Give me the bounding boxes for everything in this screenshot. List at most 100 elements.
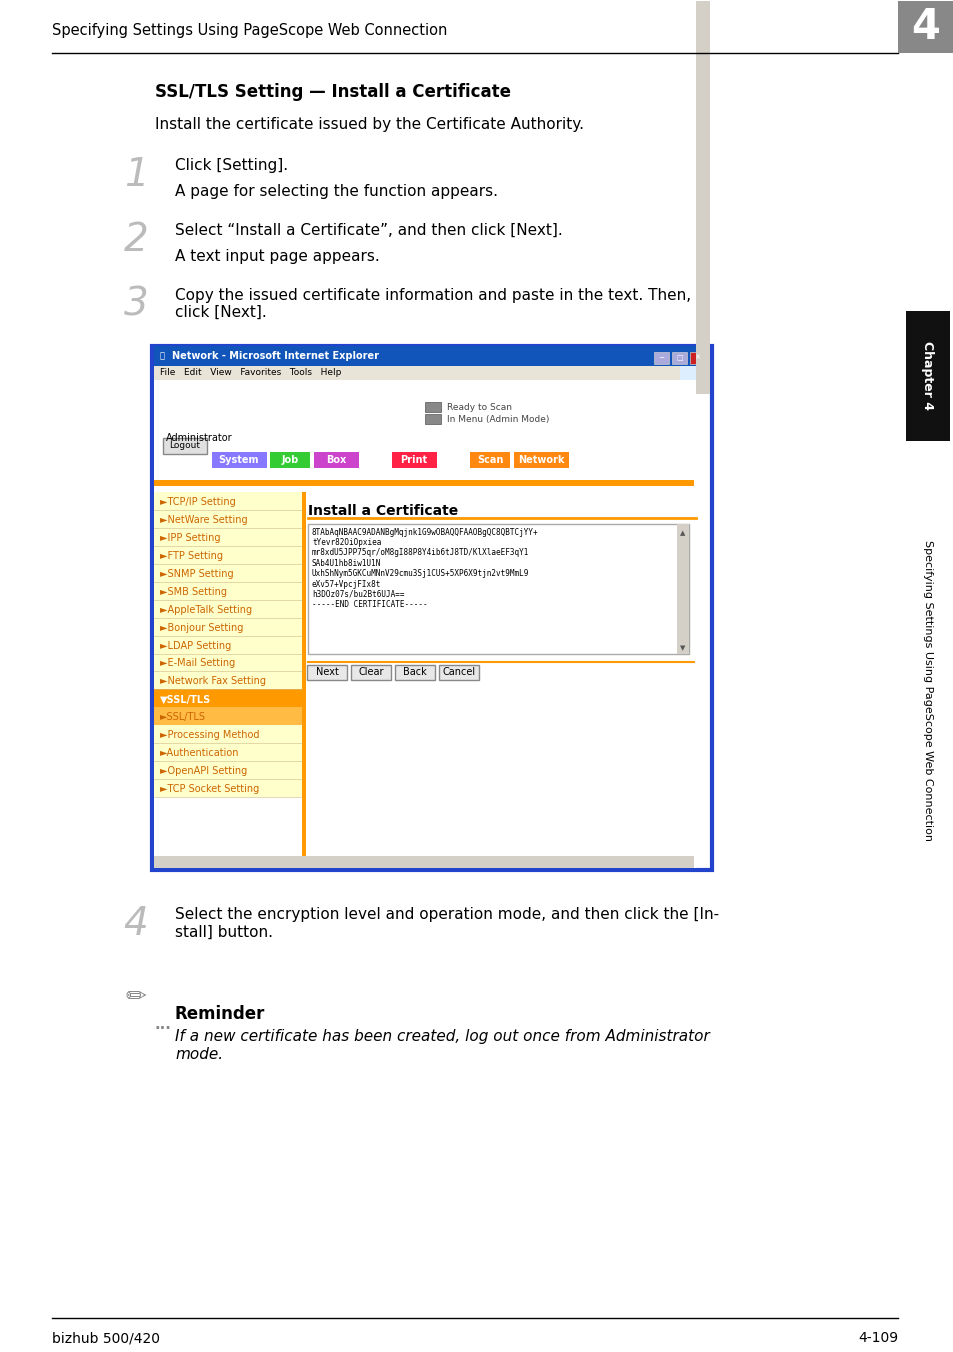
Bar <box>153 726 302 744</box>
Text: ─: ─ <box>659 354 663 361</box>
Bar <box>153 635 302 653</box>
Bar <box>153 690 302 707</box>
Text: ►Processing Method: ►Processing Method <box>160 730 259 741</box>
Text: ▼: ▼ <box>679 645 685 652</box>
Text: Specifying Settings Using PageScope Web Connection: Specifying Settings Using PageScope Web … <box>52 23 447 38</box>
Bar <box>270 452 310 468</box>
Text: A page for selecting the function appears.: A page for selecting the function appear… <box>174 184 497 199</box>
Text: ►TCP/IP Setting: ►TCP/IP Setting <box>160 496 235 507</box>
Text: 3: 3 <box>124 285 149 323</box>
Text: 4: 4 <box>124 906 149 944</box>
Text: ►Authentication: ►Authentication <box>160 749 239 758</box>
Text: ✕: ✕ <box>694 354 700 361</box>
Text: ►Bonjour Setting: ►Bonjour Setting <box>160 622 243 633</box>
Bar <box>153 380 696 868</box>
Text: Select the encryption level and operation mode, and then click the [In-
stall] b: Select the encryption level and operatio… <box>174 907 719 940</box>
Bar <box>689 352 704 364</box>
FancyBboxPatch shape <box>395 665 435 680</box>
Text: Job: Job <box>281 454 298 465</box>
Text: Specifying Settings Using PageScope Web Connection: Specifying Settings Using PageScope Web … <box>923 539 932 841</box>
Text: Next: Next <box>315 668 338 677</box>
Text: 1: 1 <box>124 155 149 193</box>
Text: ...: ... <box>154 1017 172 1032</box>
Text: ►SMB Setting: ►SMB Setting <box>160 587 227 596</box>
Bar <box>152 346 711 871</box>
Text: 🌐: 🌐 <box>160 352 165 360</box>
Text: ►OpenAPI Setting: ►OpenAPI Setting <box>160 767 247 776</box>
Text: Administrator: Administrator <box>166 433 233 442</box>
Text: ►Network Fax Setting: ►Network Fax Setting <box>160 676 266 687</box>
Text: A text input page appears.: A text input page appears. <box>174 249 379 264</box>
Bar <box>153 480 693 485</box>
Bar <box>153 672 302 690</box>
FancyBboxPatch shape <box>163 438 207 454</box>
Bar <box>153 707 302 726</box>
Text: Box: Box <box>326 454 346 465</box>
Text: If a new certificate has been created, log out once from Administrator
mode.: If a new certificate has been created, l… <box>174 1029 709 1061</box>
Bar <box>302 492 306 868</box>
Bar <box>153 365 709 380</box>
Text: In Menu (Admin Mode): In Menu (Admin Mode) <box>447 415 549 425</box>
Bar <box>153 510 302 527</box>
Text: Copy the issued certificate information and paste in the text. Then,
click [Next: Copy the issued certificate information … <box>174 288 690 320</box>
Bar <box>153 761 302 779</box>
Text: ►IPP Setting: ►IPP Setting <box>160 533 220 542</box>
Text: Clear: Clear <box>358 668 383 677</box>
Bar <box>654 352 668 364</box>
Bar <box>153 744 302 761</box>
Bar <box>308 523 688 653</box>
Text: 8TAbAqNBAAC9ADANBgMqjnk1G9wOBAQQFAAOBgQC8QBTCjYY+
tYevr82OiOpxiea
mr8xdU5JPP75qr: 8TAbAqNBAAC9ADANBgMqjnk1G9wOBAQQFAAOBgQC… <box>312 527 538 610</box>
Text: Print: Print <box>400 454 427 465</box>
Bar <box>212 452 267 468</box>
Text: 4-109: 4-109 <box>857 1330 897 1345</box>
Text: 4: 4 <box>911 5 940 47</box>
Bar <box>470 452 510 468</box>
Text: ►E-Mail Setting: ►E-Mail Setting <box>160 658 235 668</box>
Text: Network - Microsoft Internet Explorer: Network - Microsoft Internet Explorer <box>172 350 378 361</box>
Bar <box>153 581 302 599</box>
Text: ►LDAP Setting: ►LDAP Setting <box>160 641 231 650</box>
Bar <box>153 856 693 868</box>
Bar <box>153 599 302 618</box>
Text: 2: 2 <box>124 220 149 258</box>
Text: Chapter 4: Chapter 4 <box>921 341 934 410</box>
Bar <box>905 311 949 441</box>
Bar <box>153 653 302 672</box>
Text: Install the certificate issued by the Certificate Authority.: Install the certificate issued by the Ce… <box>154 116 583 132</box>
Bar <box>153 546 302 564</box>
Text: □: □ <box>676 354 682 361</box>
Bar <box>696 0 709 393</box>
Bar <box>677 523 688 653</box>
Bar <box>153 564 302 581</box>
Bar <box>424 402 440 411</box>
Text: SSL/TLS Setting — Install a Certificate: SSL/TLS Setting — Install a Certificate <box>154 82 511 101</box>
Text: Network: Network <box>517 454 563 465</box>
Text: ►SSL/TLS: ►SSL/TLS <box>160 713 206 722</box>
Text: ✏: ✏ <box>126 986 147 1009</box>
FancyBboxPatch shape <box>351 665 391 680</box>
Bar <box>424 414 440 423</box>
Bar <box>153 779 302 798</box>
Text: ►AppleTalk Setting: ►AppleTalk Setting <box>160 604 252 615</box>
Bar <box>679 365 709 380</box>
Text: Logout: Logout <box>170 441 200 450</box>
Text: ▼SSL/TLS: ▼SSL/TLS <box>160 695 211 704</box>
Text: bizhub 500/420: bizhub 500/420 <box>52 1330 160 1345</box>
Text: Cancel: Cancel <box>442 668 475 677</box>
Text: System: System <box>218 454 259 465</box>
Text: ►NetWare Setting: ►NetWare Setting <box>160 515 248 525</box>
Bar <box>897 1 953 53</box>
Bar <box>514 452 568 468</box>
Text: Click [Setting].: Click [Setting]. <box>174 158 288 173</box>
Text: Select “Install a Certificate”, and then click [Next].: Select “Install a Certificate”, and then… <box>174 223 562 238</box>
Text: ►FTP Setting: ►FTP Setting <box>160 550 223 561</box>
Text: Reminder: Reminder <box>174 1006 265 1023</box>
Text: ►TCP Socket Setting: ►TCP Socket Setting <box>160 784 259 795</box>
Text: ▲: ▲ <box>679 530 685 537</box>
Text: ►SNMP Setting: ►SNMP Setting <box>160 569 233 579</box>
Bar <box>153 346 709 365</box>
FancyBboxPatch shape <box>438 665 478 680</box>
Bar <box>153 618 302 635</box>
Text: Ready to Scan: Ready to Scan <box>447 403 512 412</box>
FancyBboxPatch shape <box>307 665 347 680</box>
